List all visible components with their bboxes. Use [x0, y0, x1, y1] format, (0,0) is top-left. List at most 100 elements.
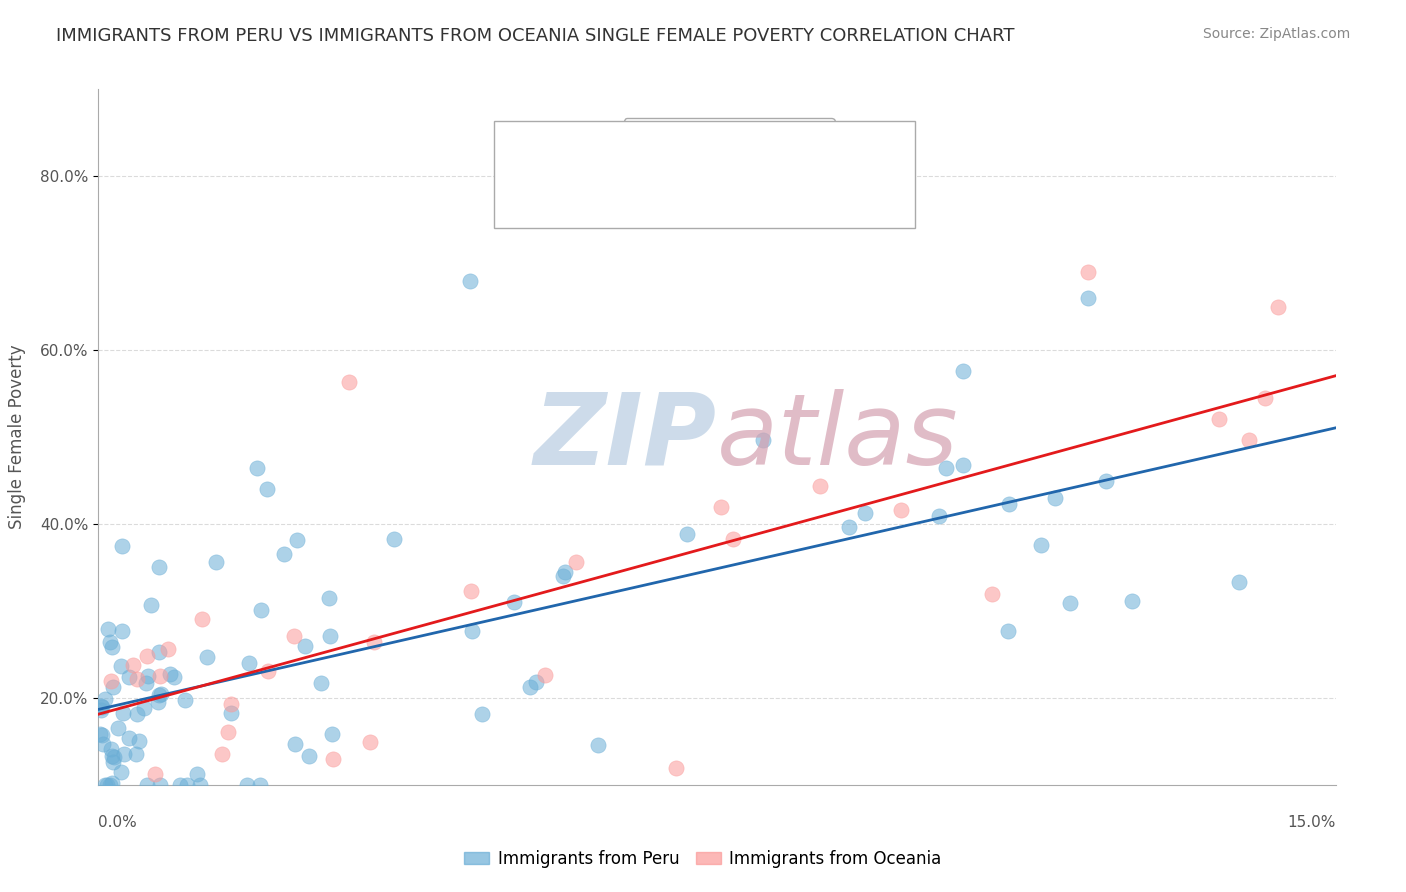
Point	[1121, 594, 1143, 608]
Point	[100, 742, 122, 756]
Point	[752, 434, 775, 448]
Point	[318, 591, 340, 605]
Point	[1227, 574, 1250, 589]
Point	[471, 707, 494, 722]
Point	[191, 612, 214, 626]
Point	[217, 725, 239, 739]
Point	[586, 738, 609, 752]
Point	[149, 778, 172, 792]
Point	[554, 565, 576, 579]
Point	[100, 673, 122, 688]
Point	[309, 675, 332, 690]
Point	[1237, 433, 1260, 447]
Text: IMMIGRANTS FROM PERU VS IMMIGRANTS FROM OCEANIA SINGLE FEMALE POVERTY CORRELATIO: IMMIGRANTS FROM PERU VS IMMIGRANTS FROM …	[56, 27, 1015, 45]
Point	[1254, 391, 1277, 405]
Point	[100, 776, 122, 790]
Point	[250, 603, 273, 617]
Point	[382, 533, 405, 547]
Point	[359, 735, 381, 749]
Point	[148, 645, 170, 659]
Point	[205, 555, 228, 569]
Point	[1045, 491, 1067, 505]
Point	[125, 706, 148, 721]
Point	[952, 364, 974, 378]
Point	[107, 721, 129, 735]
Point	[460, 584, 482, 599]
Point	[236, 778, 259, 792]
Point	[1267, 300, 1289, 314]
Point	[101, 755, 124, 769]
Point	[1208, 412, 1230, 426]
Point	[318, 629, 340, 643]
Point	[519, 680, 541, 694]
Text: 0.0%: 0.0%	[98, 814, 138, 830]
Text: atlas: atlas	[717, 389, 959, 485]
Point	[283, 629, 305, 643]
Point	[285, 533, 308, 547]
Point	[97, 622, 120, 636]
Point	[952, 458, 974, 472]
Legend: Immigrants from Peru, Immigrants from Oceania: Immigrants from Peru, Immigrants from Oc…	[458, 844, 948, 875]
Point	[136, 669, 159, 683]
Point	[1077, 265, 1099, 279]
FancyBboxPatch shape	[495, 120, 915, 228]
Point	[146, 696, 169, 710]
Point	[112, 706, 135, 721]
Point	[890, 503, 912, 517]
Point	[808, 478, 831, 492]
Point	[91, 700, 114, 714]
Point	[503, 595, 526, 609]
Point	[1059, 596, 1081, 610]
Point	[1029, 538, 1052, 552]
Point	[89, 727, 111, 741]
Point	[321, 752, 343, 766]
Text: Source: ZipAtlas.com: Source: ZipAtlas.com	[1202, 27, 1350, 41]
Point	[96, 778, 118, 792]
Point	[197, 650, 219, 665]
Point	[101, 640, 124, 654]
Point	[149, 668, 172, 682]
Point	[553, 569, 575, 583]
Point	[118, 670, 141, 684]
Point	[117, 731, 139, 745]
Point	[111, 539, 134, 553]
Point	[125, 672, 148, 686]
Point	[980, 587, 1002, 601]
Y-axis label: Single Female Poverty: Single Female Poverty	[8, 345, 27, 529]
Point	[135, 778, 157, 792]
Point	[461, 624, 484, 638]
Point	[143, 767, 166, 781]
Point	[90, 703, 112, 717]
Point	[565, 555, 588, 569]
Point	[676, 527, 699, 541]
Point	[246, 460, 269, 475]
Point	[710, 500, 733, 514]
Point	[176, 778, 198, 792]
Point	[94, 691, 117, 706]
Point	[1077, 291, 1099, 305]
Point	[91, 737, 114, 751]
Point	[838, 520, 860, 534]
Point	[1095, 474, 1118, 488]
Point	[665, 760, 688, 774]
Point	[186, 766, 208, 780]
Point	[110, 764, 132, 779]
Point	[136, 648, 159, 663]
Point	[321, 727, 343, 741]
Point	[132, 701, 155, 715]
Point	[363, 634, 385, 648]
Point	[90, 728, 112, 742]
Point	[169, 778, 191, 792]
Point	[148, 559, 170, 574]
Text: 15.0%: 15.0%	[1288, 814, 1336, 830]
Point	[148, 688, 170, 702]
Text: ZIP: ZIP	[534, 389, 717, 485]
Point	[249, 778, 271, 792]
Point	[188, 778, 211, 792]
Point	[257, 664, 280, 678]
Point	[101, 749, 124, 764]
Point	[103, 750, 125, 764]
Point	[935, 461, 957, 475]
Point	[273, 547, 295, 561]
Point	[93, 778, 115, 792]
